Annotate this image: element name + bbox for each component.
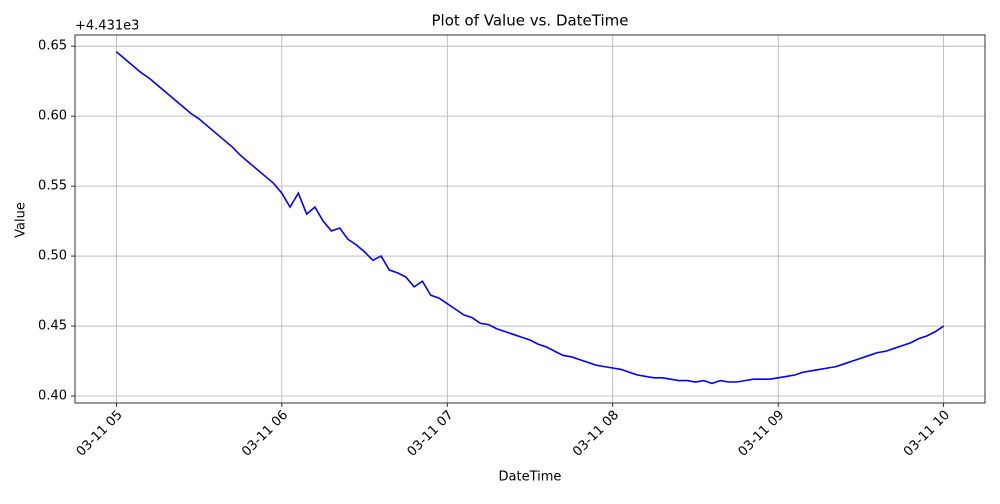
y-tick-label: 0.45 xyxy=(38,319,67,334)
x-tick-label: 03-11 10 xyxy=(901,408,953,460)
y-tick-label: 0.60 xyxy=(38,109,67,124)
x-tick-label: 03-11 08 xyxy=(570,408,622,460)
plot-frame xyxy=(74,34,986,404)
x-tick-label: 03-11 07 xyxy=(405,408,457,460)
y-tick-label: 0.65 xyxy=(38,39,67,54)
x-tick-label: 03-11 09 xyxy=(736,408,788,460)
y-tick-label: 0.40 xyxy=(38,389,67,404)
x-tick-label: 03-11 05 xyxy=(74,408,126,460)
x-tick-label: 03-11 06 xyxy=(239,408,291,460)
y-tick-label: 0.55 xyxy=(38,179,67,194)
x-axis-label: DateTime xyxy=(499,470,562,485)
y-tick-label: 0.50 xyxy=(38,249,67,264)
chart-title: Plot of Value vs. DateTime xyxy=(431,12,628,30)
y-offset-text: +4.431e3 xyxy=(75,19,139,34)
y-axis-label: Value xyxy=(14,202,29,238)
data-line xyxy=(115,51,945,385)
